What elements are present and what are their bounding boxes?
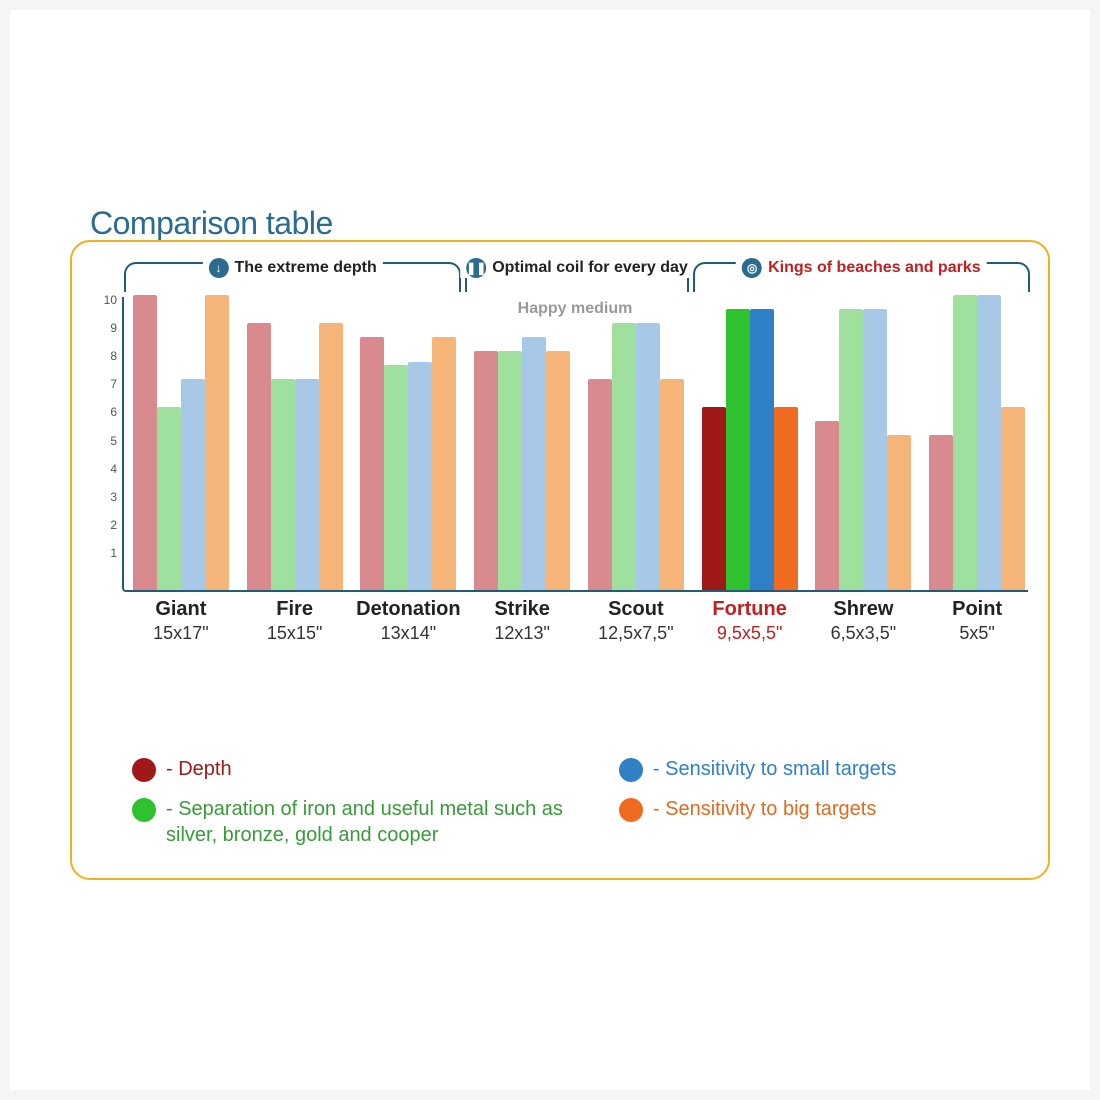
bar-small bbox=[750, 309, 774, 590]
bar-big bbox=[319, 323, 343, 590]
legend-item-small: - Sensitivity to small targets bbox=[619, 756, 1008, 782]
category-group: Fire15x15" bbox=[244, 323, 346, 590]
y-tick: 7 bbox=[110, 377, 117, 391]
y-tick: 2 bbox=[110, 518, 117, 532]
bar-depth bbox=[815, 421, 839, 590]
bar-separation bbox=[384, 365, 408, 590]
category-group: Detonation13x14" bbox=[358, 337, 460, 590]
legend-item-depth: - Depth bbox=[132, 756, 599, 782]
bar-separation bbox=[839, 309, 863, 590]
bar-separation bbox=[157, 407, 181, 590]
y-tick: 6 bbox=[110, 405, 117, 419]
bar-big bbox=[774, 407, 798, 590]
y-axis: 1 2 3 4 5 6 7 8 9 10 bbox=[97, 262, 117, 592]
legend-label: - Depth bbox=[166, 756, 232, 782]
bar-big bbox=[205, 295, 229, 590]
group-icon: ❚❚ bbox=[466, 258, 486, 278]
x-label: Point5x5" bbox=[906, 598, 1048, 644]
bar-small bbox=[863, 309, 887, 590]
legend-label: - Sensitivity to small targets bbox=[653, 756, 896, 782]
y-tick: 1 bbox=[110, 546, 117, 560]
bar-separation bbox=[271, 379, 295, 590]
category-group: Giant15x17" bbox=[130, 295, 232, 590]
y-tick: 10 bbox=[104, 293, 117, 307]
bar-depth bbox=[588, 379, 612, 590]
y-tick: 9 bbox=[110, 321, 117, 335]
bar-small bbox=[181, 379, 205, 590]
group-label-text: Optimal coil for every day bbox=[492, 259, 688, 277]
bar-big bbox=[1001, 407, 1025, 590]
category-size: 5x5" bbox=[906, 623, 1048, 644]
category-group: Strike12x13" bbox=[471, 337, 573, 590]
y-tick: 5 bbox=[110, 434, 117, 448]
bar-small bbox=[408, 362, 432, 590]
category-group: Fortune9,5x5,5" bbox=[699, 309, 801, 590]
group-label-text: Kings of beaches and parks bbox=[768, 259, 981, 277]
legend-label: - Sensitivity to big targets bbox=[653, 796, 876, 822]
legend: - Depth - Sensitivity to small targets - S… bbox=[132, 756, 1008, 848]
bar-big bbox=[432, 337, 456, 590]
group-label-text: The extreme depth bbox=[234, 259, 376, 277]
group-label: ❚❚ Optimal coil for every day bbox=[460, 258, 694, 278]
category-name: Point bbox=[906, 598, 1048, 621]
bar-small bbox=[522, 337, 546, 590]
category-group: Scout12,5x7,5" bbox=[585, 323, 687, 590]
chart-frame: 12345678910 Happy medium Giant15x17"Fire… bbox=[70, 240, 1050, 880]
category-group: Point5x5" bbox=[926, 295, 1028, 590]
bar-depth bbox=[474, 351, 498, 590]
bar-separation bbox=[498, 351, 522, 590]
bar-small bbox=[636, 323, 660, 590]
group-icon: ↓ bbox=[208, 258, 228, 278]
bar-depth bbox=[360, 337, 384, 590]
legend-dot-icon bbox=[132, 758, 156, 782]
legend-dot-icon bbox=[132, 798, 156, 822]
bar-small bbox=[295, 379, 319, 590]
bar-big bbox=[546, 351, 570, 590]
bar-depth bbox=[133, 295, 157, 590]
bar-big bbox=[887, 435, 911, 590]
legend-dot-icon bbox=[619, 758, 643, 782]
legend-item-separation: - Separation of iron and useful metal su… bbox=[132, 796, 599, 848]
legend-dot-icon bbox=[619, 798, 643, 822]
legend-label: - Separation of iron and useful metal su… bbox=[166, 796, 599, 848]
legend-item-big: - Sensitivity to big targets bbox=[619, 796, 1008, 848]
bar-depth bbox=[702, 407, 726, 590]
group-label: ◎ Kings of beaches and parks bbox=[736, 258, 987, 278]
category-group: Shrew6,5x3,5" bbox=[813, 309, 915, 590]
y-tick: 4 bbox=[110, 462, 117, 476]
chart-canvas: Comparison table 12345678910 Happy mediu… bbox=[10, 10, 1090, 1090]
group-label: ↓ The extreme depth bbox=[202, 258, 382, 278]
bar-small bbox=[977, 295, 1001, 590]
bar-separation bbox=[953, 295, 977, 590]
chart-area: 12345678910 Happy medium Giant15x17"Fire… bbox=[122, 262, 1028, 592]
y-tick: 3 bbox=[110, 490, 117, 504]
bar-big bbox=[660, 379, 684, 590]
bar-depth bbox=[247, 323, 271, 590]
chart-title: Comparison table bbox=[90, 205, 333, 242]
group-icon: ◎ bbox=[742, 258, 762, 278]
plot-area: Giant15x17"Fire15x15"Detonation13x14"Str… bbox=[122, 297, 1028, 592]
bar-depth bbox=[929, 435, 953, 590]
bar-separation bbox=[612, 323, 636, 590]
bar-separation bbox=[726, 309, 750, 590]
y-tick: 8 bbox=[110, 349, 117, 363]
